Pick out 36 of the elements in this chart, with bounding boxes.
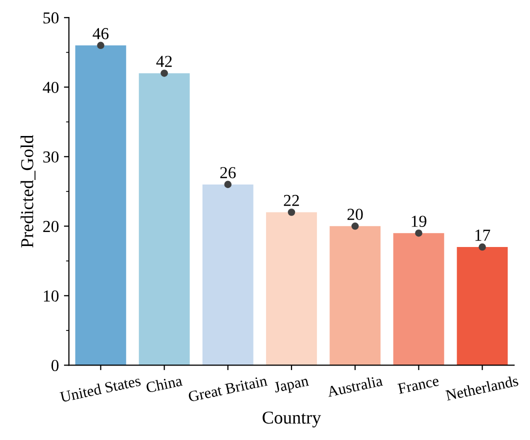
point	[224, 180, 232, 188]
x-tick-label: United States	[60, 375, 142, 402]
bar	[393, 233, 444, 366]
bar	[330, 226, 381, 366]
point	[415, 229, 422, 237]
data-label: 42	[156, 56, 172, 67]
point	[478, 243, 486, 251]
y-tick-label: 20	[43, 220, 59, 232]
y-tick-label: 30	[43, 151, 59, 163]
point	[160, 70, 168, 77]
x-tick-label: China	[146, 374, 183, 393]
bar	[75, 45, 126, 366]
y-axis-title: Predicted_Gold	[20, 134, 36, 248]
data-label: 22	[284, 194, 299, 206]
data-label: 20	[348, 208, 363, 220]
y-tick-label: 40	[42, 82, 59, 94]
y-tick-label: 0	[51, 360, 59, 372]
point	[97, 42, 104, 50]
x-axis-title: Country	[262, 412, 322, 428]
bar	[202, 184, 254, 366]
point	[288, 208, 296, 216]
point	[351, 222, 359, 230]
y-tick-label: 50	[43, 12, 59, 24]
x-tick-label: Japan	[273, 376, 310, 396]
bar	[266, 212, 317, 366]
bar	[456, 247, 508, 366]
data-label: 26	[220, 167, 236, 178]
y-tick-label: 10	[44, 290, 59, 302]
x-tick-label: Netherlands	[445, 375, 519, 401]
bar	[138, 73, 190, 366]
x-tick-label: Australia	[326, 374, 384, 398]
data-label: 46	[92, 28, 109, 40]
data-label: 19	[412, 216, 426, 227]
x-tick-label: France	[397, 376, 440, 394]
x-tick-label: Great Britain	[188, 375, 268, 402]
data-label: 17	[475, 230, 490, 241]
